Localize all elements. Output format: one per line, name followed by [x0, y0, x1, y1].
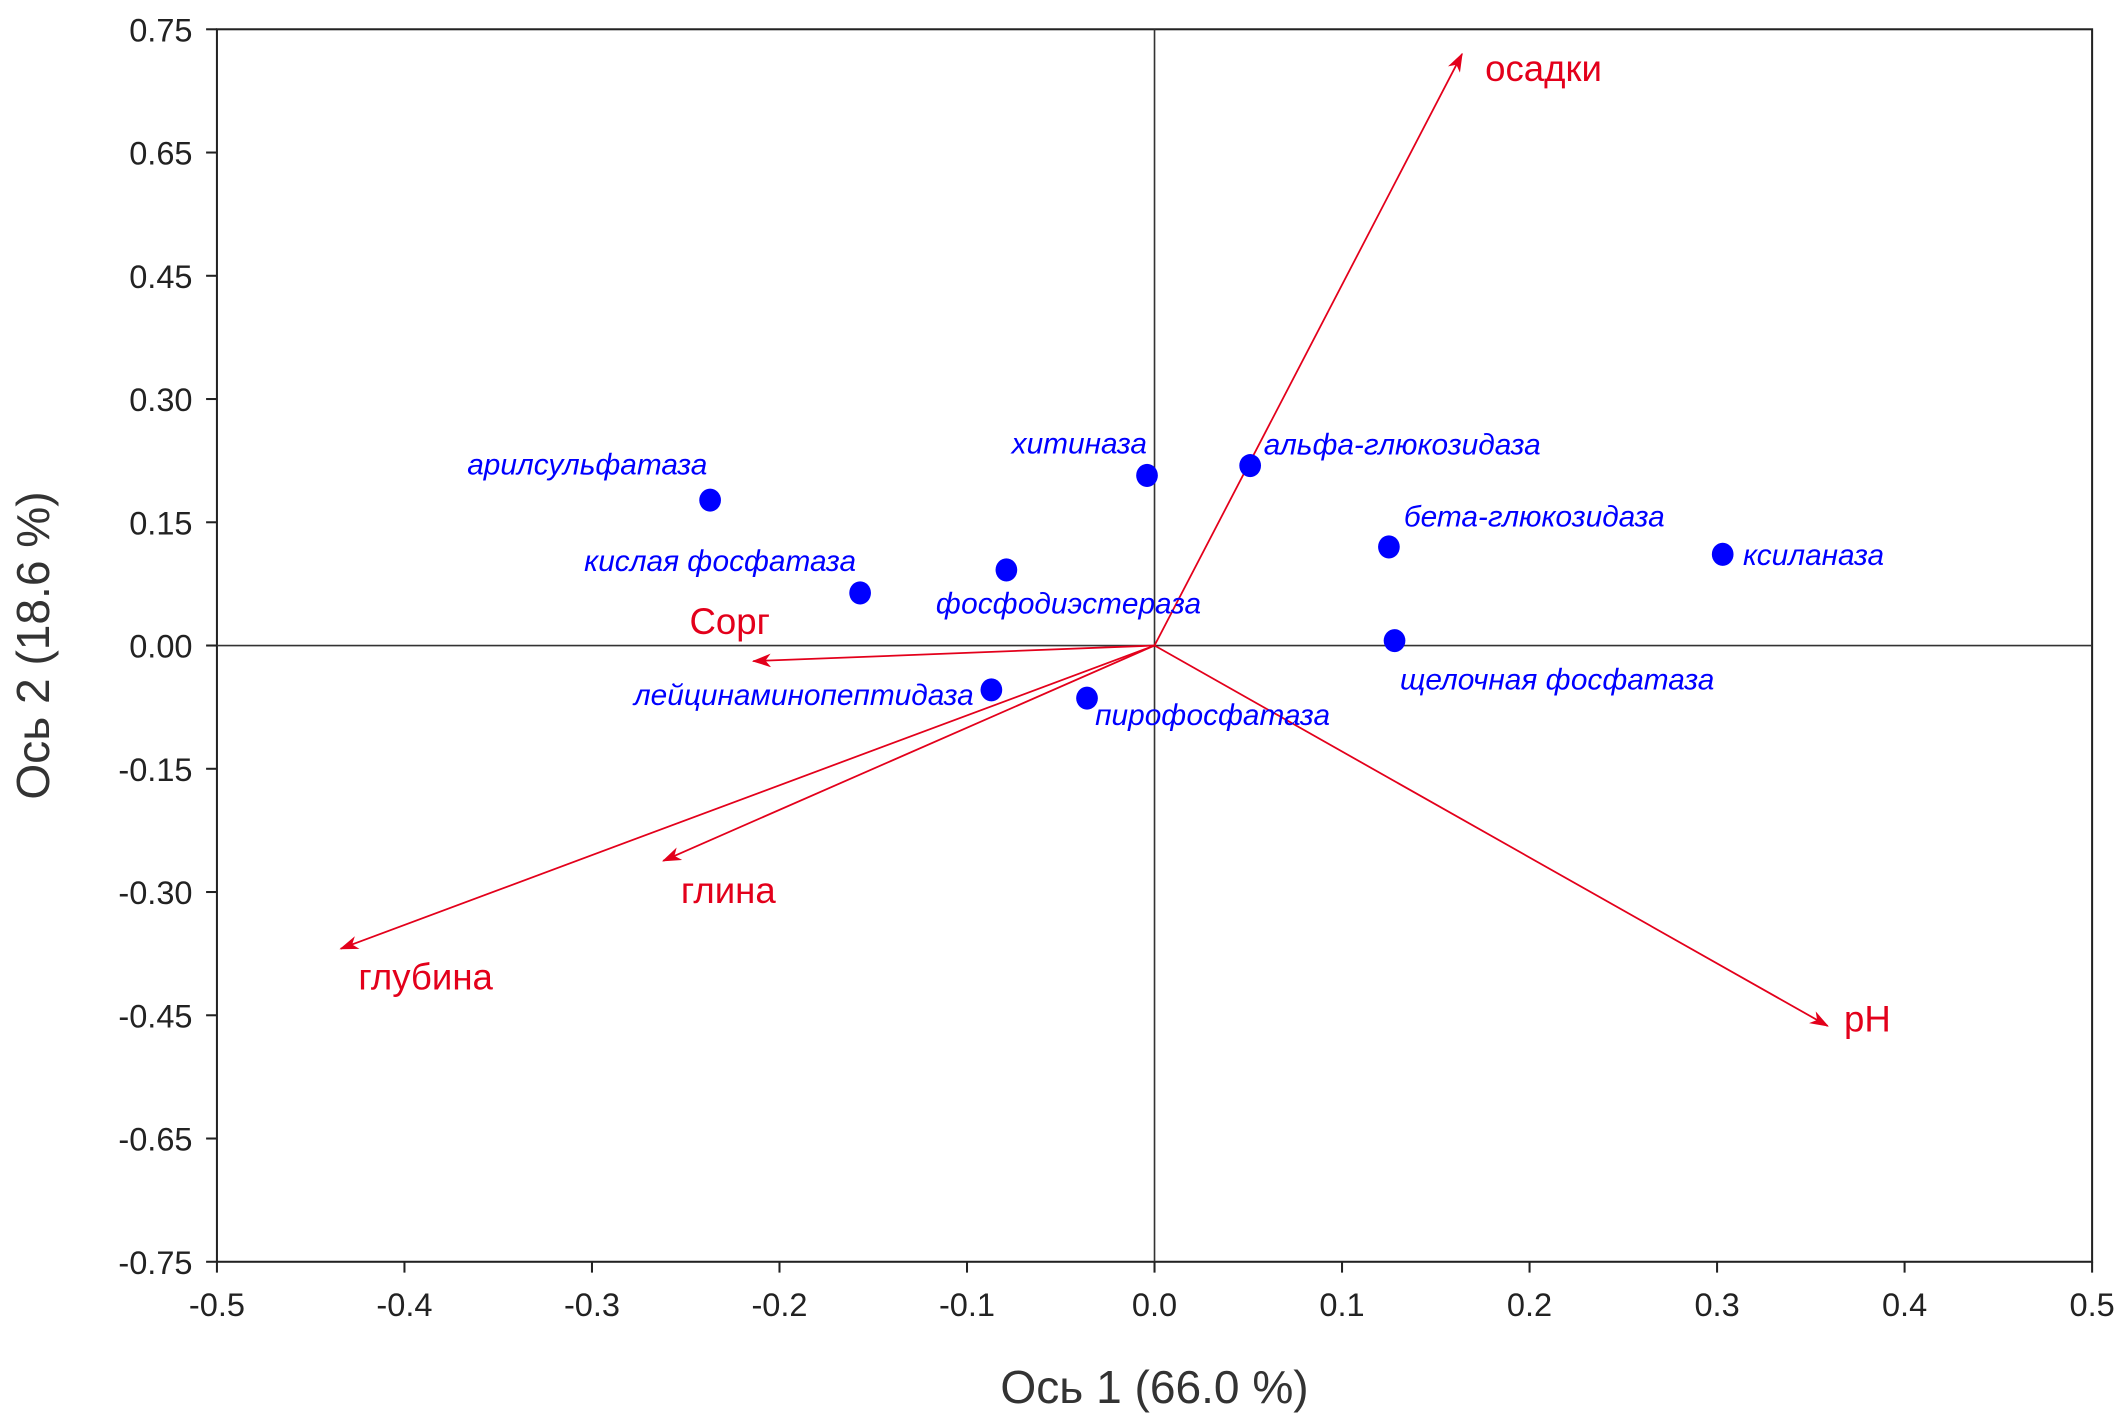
y-tick-label: 0.30 [129, 382, 192, 418]
arrow-vector [1154, 644, 1829, 1027]
point-label: альфа-глюкозидаза [1264, 429, 1541, 462]
data-point [980, 678, 1003, 702]
point-label: бета-глюкозидаза [1404, 501, 1665, 534]
y-tick-label: 0.75 [129, 12, 192, 48]
arrow-vector [1153, 52, 1463, 646]
data-point [1378, 535, 1400, 559]
data-point [1383, 629, 1406, 653]
x-tick-label: 0.2 [1507, 1287, 1552, 1323]
x-tick-label: 0.3 [1694, 1287, 1739, 1323]
data-point [1076, 686, 1098, 710]
arrow-vector [751, 644, 1155, 668]
point-label: кислая фосфатаза [584, 545, 856, 578]
point-label: фосфодиэстераза [936, 587, 1201, 620]
data-point [1136, 463, 1158, 487]
x-tick-label: -0.4 [376, 1287, 432, 1323]
arrow-label: глина [681, 870, 777, 911]
y-tick-label: 0.45 [129, 259, 192, 295]
data-point [1711, 542, 1734, 566]
x-tick-label: -0.2 [751, 1287, 807, 1323]
point-label: хитиназа [1010, 428, 1147, 461]
y-tick-label: -0.30 [118, 875, 192, 911]
x-axis-label: Ось 1 (66.0 %) [1000, 1361, 1308, 1413]
y-tick-label: -0.75 [118, 1245, 192, 1281]
x-tick-label: -0.5 [189, 1287, 245, 1323]
arrow-label: Сорг [690, 601, 770, 642]
x-tick-label: 0.4 [1882, 1287, 1927, 1323]
x-tick-label: 0.5 [2069, 1287, 2114, 1323]
y-tick-label: -0.45 [118, 998, 192, 1034]
arrow-label: глубина [358, 956, 493, 997]
point-label: пирофосфатаза [1095, 699, 1330, 732]
x-tick-label: 0.1 [1319, 1287, 1364, 1323]
arrow-vector [661, 644, 1155, 862]
y-tick-label: 0.65 [129, 136, 192, 172]
arrow-label: pH [1844, 998, 1891, 1039]
data-point [995, 558, 1018, 582]
x-tick-label: -0.3 [564, 1287, 620, 1323]
arrow-label: осадки [1485, 48, 1602, 89]
data-point [849, 581, 871, 605]
point-label: щелочная фосфатаза [1400, 663, 1714, 696]
x-tick-label: 0.0 [1132, 1287, 1177, 1323]
point-label: арилсульфатаза [467, 448, 707, 481]
data-point [1239, 454, 1262, 478]
y-tick-label: -0.65 [118, 1122, 192, 1158]
y-tick-label: -0.15 [118, 752, 192, 788]
data-point [699, 488, 721, 512]
point-label: лейцинаминопептидаза [632, 679, 974, 712]
point-label: ксиланаза [1743, 539, 1884, 572]
x-tick-label: -0.1 [939, 1287, 995, 1323]
y-tick-label: 0.15 [129, 505, 192, 541]
y-tick-label: 0.00 [129, 629, 192, 665]
arrow-vector [339, 644, 1155, 950]
y-axis-label: Ось 2 (18.6 %) [7, 491, 59, 799]
